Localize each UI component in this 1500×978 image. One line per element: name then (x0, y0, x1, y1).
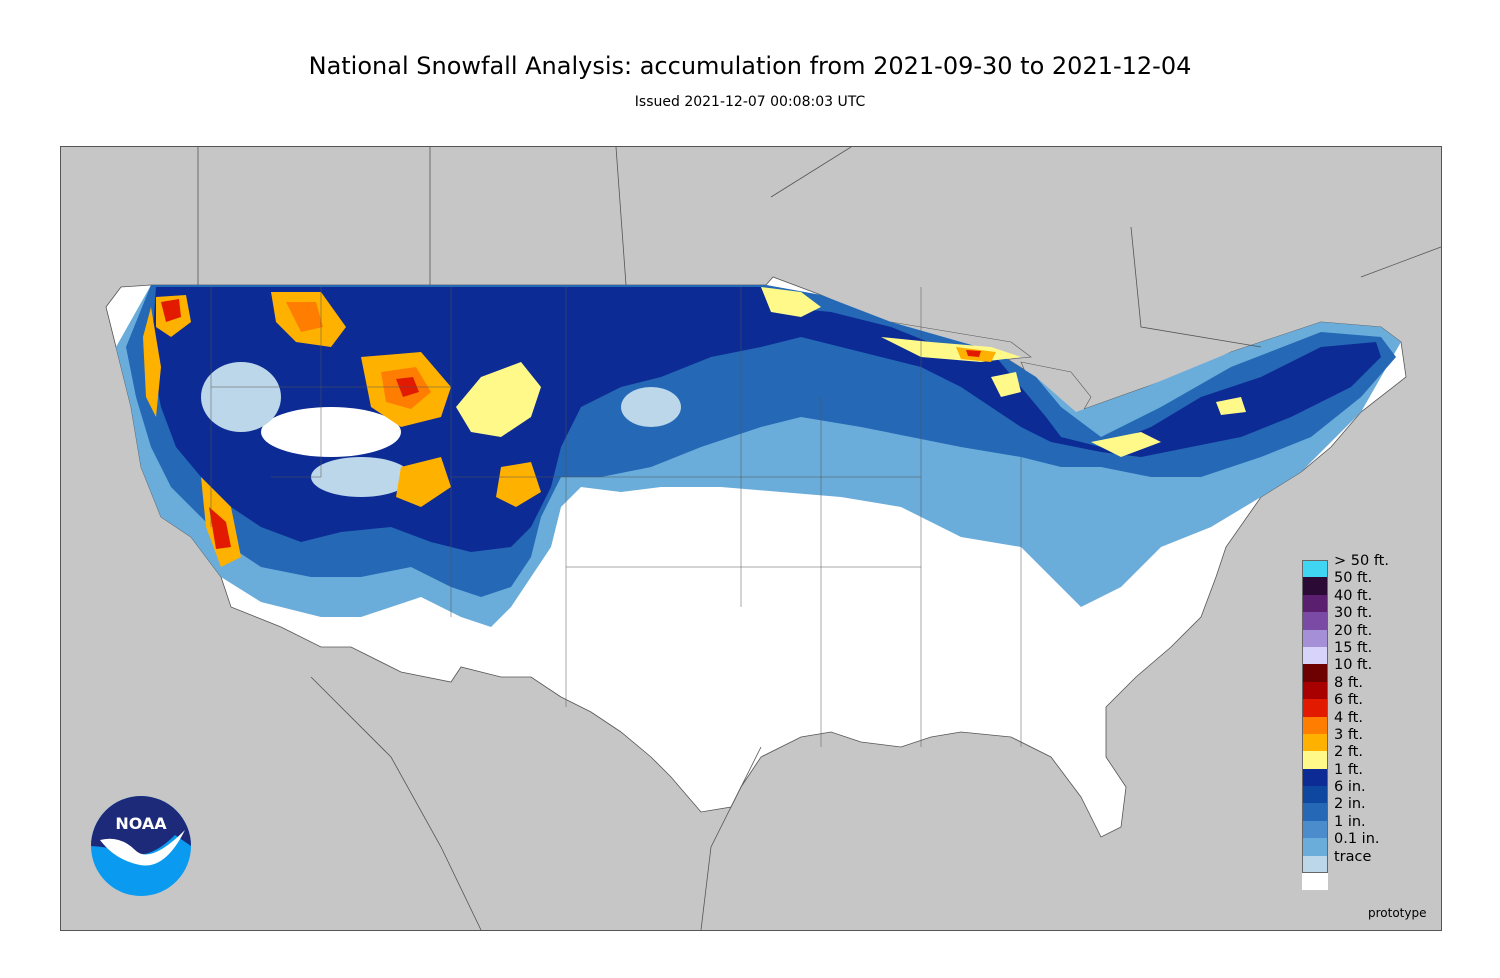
legend-label: 2 in. (1334, 796, 1366, 813)
legend-swatch (1302, 786, 1328, 804)
legend-label: 30 ft. (1334, 605, 1373, 622)
legend-swatch (1302, 716, 1328, 734)
legend-item: 50 ft. (1302, 570, 1432, 595)
prototype-note: prototype (1368, 906, 1427, 920)
legend-swatch (1302, 768, 1328, 787)
legend-item: 30 ft. (1302, 605, 1432, 630)
legend-label: 10 ft. (1334, 657, 1373, 674)
noaa-logo-icon: NOAA (91, 796, 191, 896)
state-boundaries (210, 287, 1022, 747)
legend-label: 2 ft. (1334, 744, 1363, 761)
legend-swatch (1302, 855, 1328, 874)
snow-free-pocket (621, 387, 681, 427)
page-title: National Snowfall Analysis: accumulation… (308, 52, 1192, 80)
legend-swatch (1302, 560, 1328, 578)
legend-item: 1 ft. (1302, 762, 1432, 787)
legend-item: 2 in. (1302, 796, 1432, 821)
legend-item: 20 ft. (1302, 623, 1432, 647)
legend-label: 6 ft. (1334, 692, 1363, 709)
legend-swatch (1302, 838, 1328, 856)
legend-item: 6 in. (1302, 779, 1432, 804)
noaa-logo-text: NOAA (115, 814, 167, 833)
legend-item: 1 in. (1302, 814, 1432, 839)
snowfall-map[interactable] (60, 146, 1442, 931)
legend-swatch (1302, 681, 1328, 700)
legend-label: 1 ft. (1334, 761, 1363, 778)
legend-item: > 50 ft. (1302, 553, 1432, 578)
snow-free-pocket (311, 457, 411, 497)
legend-item: 10 ft. (1302, 657, 1432, 682)
legend-label: 6 in. (1334, 779, 1366, 796)
issued-timestamp: Issued 2021-12-07 00:08:03 UTC (634, 94, 866, 110)
legend-label: 8 ft. (1334, 674, 1363, 691)
legend-item: 3 ft. (1302, 727, 1432, 752)
snow-free-pocket (201, 362, 281, 432)
legend-label: 0.1 in. (1334, 831, 1380, 848)
legend-swatch (1302, 873, 1328, 891)
legend-label: 1 in. (1334, 813, 1366, 830)
pacific-ocean (61, 147, 761, 930)
legend-item: 4 ft. (1302, 710, 1432, 734)
legend-swatch (1302, 612, 1328, 630)
legend-item (1302, 873, 1432, 891)
legend-item: 2 ft. (1302, 744, 1432, 769)
legend-label: 50 ft. (1334, 570, 1373, 587)
legend-swatch (1302, 699, 1328, 717)
map-canvas (61, 147, 1441, 930)
legend-item: 8 ft. (1302, 675, 1432, 700)
legend-swatch (1302, 751, 1328, 769)
legend-label: 4 ft. (1334, 709, 1363, 726)
country-boundaries (197, 147, 1441, 930)
legend-item: 15 ft. (1302, 640, 1432, 665)
legend-swatch (1302, 629, 1328, 647)
legend: > 50 ft. 50 ft. 40 ft. 30 ft. 20 ft. 15 ft. 10… (1302, 553, 1432, 891)
legend-swatch (1302, 733, 1328, 752)
legend-item: 6 ft. (1302, 692, 1432, 717)
snow-free-pocket (261, 407, 401, 457)
legend-label: 15 ft. (1334, 639, 1373, 656)
legend-item: 40 ft. (1302, 588, 1432, 613)
legend-label: 20 ft. (1334, 622, 1373, 639)
legend-swatch (1302, 664, 1328, 682)
legend-label: trace (1334, 848, 1372, 865)
snow-1ft (151, 287, 1381, 552)
legend-swatch (1302, 594, 1328, 613)
snow-heavy-accumulation (143, 287, 1246, 567)
legend-label: > 50 ft. (1334, 553, 1389, 569)
legend-swatch (1302, 803, 1328, 821)
legend-item: 0.1 in. (1302, 831, 1432, 856)
legend-item: trace (1302, 849, 1432, 874)
legend-swatch (1302, 820, 1328, 839)
legend-swatch (1302, 577, 1328, 595)
legend-swatch (1302, 646, 1328, 665)
legend-label: 40 ft. (1334, 587, 1373, 604)
legend-label: 3 ft. (1334, 726, 1363, 743)
